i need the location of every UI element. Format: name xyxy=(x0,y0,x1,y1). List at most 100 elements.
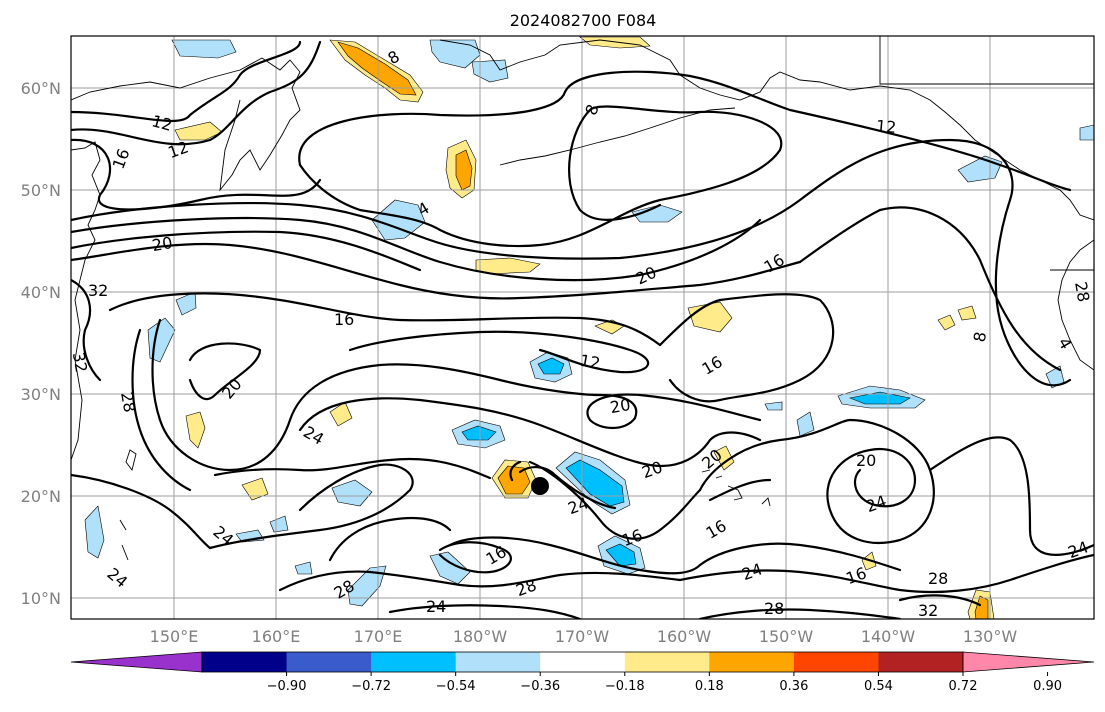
shade-yellow xyxy=(185,411,206,449)
lon-label: 170°W xyxy=(555,627,610,646)
shade-yellow xyxy=(579,36,651,49)
colorbar-extend-low xyxy=(70,651,203,673)
lon-label: 160°E xyxy=(252,627,301,646)
shade-cyan xyxy=(848,391,911,405)
shade-cyan xyxy=(605,543,637,567)
contour-lines xyxy=(71,40,1094,619)
shade-lightblue xyxy=(1079,124,1094,141)
shade-orange xyxy=(337,41,417,96)
shade-lightblue xyxy=(471,59,509,83)
lat-label: 30°N xyxy=(21,385,61,404)
shade-orange xyxy=(497,465,531,495)
colorbar-tick-label: 0.36 xyxy=(779,679,808,694)
shade-lightblue xyxy=(294,561,313,575)
contour-label: 12 xyxy=(578,351,601,373)
shade-orange xyxy=(455,149,473,191)
colorbar-segment xyxy=(371,652,457,672)
coast-kamchatka xyxy=(71,57,301,192)
colorbar-segment xyxy=(286,652,372,672)
coast-islands xyxy=(119,449,137,561)
contour-label: 20 xyxy=(609,395,632,417)
colorbar: −0.90 −0.72 −0.54 −0.36 −0.18 0.18 0.36 0.54 0.7… xyxy=(70,651,1095,694)
lon-label: 170°E xyxy=(354,627,403,646)
lon-label: 180°W xyxy=(453,627,508,646)
coast-aleutians xyxy=(499,107,736,166)
colorbar-segment xyxy=(709,652,795,672)
colorbar-tick-label: −0.72 xyxy=(351,679,391,694)
contour-label: 32 xyxy=(88,281,108,300)
colorbar-extend-high xyxy=(962,651,1095,673)
shade-cyan xyxy=(537,357,565,375)
contour-label: 8 xyxy=(970,330,990,343)
shade-lightblue xyxy=(147,317,176,363)
shade-yellow xyxy=(174,121,223,141)
longitude-labels: 150°E 160°E 170°E 180°W 170°W 160°W 150°… xyxy=(150,627,1018,646)
colorbar-tick-label: 0.72 xyxy=(949,679,978,694)
contour-label: 12 xyxy=(875,116,897,137)
colorbar-segment xyxy=(540,652,626,672)
contour-label: 28 xyxy=(928,569,948,588)
colorbar-tick-label: −0.90 xyxy=(267,679,307,694)
colorbar-segment xyxy=(878,652,964,672)
lat-label: 10°N xyxy=(21,589,61,608)
shade-lightblue xyxy=(171,39,237,59)
colorbar-tick-label: −0.18 xyxy=(605,679,645,694)
contour-label: 20 xyxy=(151,233,174,255)
latitude-labels: 60°N 50°N 40°N 30°N 20°N 10°N xyxy=(21,79,61,608)
storm-center-marker xyxy=(531,477,549,495)
shade-yellow xyxy=(937,314,956,331)
shade-lightblue xyxy=(796,411,815,437)
contour-label: 16 xyxy=(334,310,354,329)
shade-orange xyxy=(974,595,989,619)
contour-label: 28 xyxy=(764,599,784,618)
lat-label: 50°N xyxy=(21,181,61,200)
lat-label: 20°N xyxy=(21,487,61,506)
lon-label: 150°E xyxy=(150,627,199,646)
colorbar-tick-label: 0.54 xyxy=(864,679,893,694)
graticule xyxy=(71,36,1094,619)
shade-yellow xyxy=(957,305,977,321)
colorbar-segment xyxy=(793,652,879,672)
colorbar-outline xyxy=(201,651,964,673)
colorbar-tick-label: 0.90 xyxy=(1033,679,1062,694)
shade-lightblue xyxy=(429,39,481,69)
colorbar-segment xyxy=(624,652,710,672)
contour-label: 32 xyxy=(918,601,938,620)
shade-lightblue xyxy=(84,505,105,559)
shaded-regions xyxy=(84,36,1094,619)
coast-northamerica xyxy=(1057,239,1094,371)
contour-label: 24 xyxy=(426,597,446,616)
shade-cyan xyxy=(461,425,497,441)
shade-lightblue xyxy=(347,565,387,607)
colorbar-segment xyxy=(202,652,288,672)
lon-label: 140°W xyxy=(861,627,916,646)
contour-label: 32 xyxy=(69,351,91,374)
coast-alaska xyxy=(439,39,1094,221)
lon-label: 150°W xyxy=(759,627,814,646)
lon-label: 160°W xyxy=(657,627,712,646)
border xyxy=(879,36,1094,85)
shade-lightblue xyxy=(269,515,289,533)
colorbar-tick-label: −0.54 xyxy=(436,679,476,694)
shade-lightblue xyxy=(331,479,373,507)
shade-yellow xyxy=(329,401,353,427)
coastlines xyxy=(71,36,1094,561)
colorbar-segment xyxy=(455,652,541,672)
map-area: 12 12 16 8 8 4 20 32 32 28 16 20 16 12 2… xyxy=(69,36,1094,620)
lon-label: 130°W xyxy=(963,627,1018,646)
contour-label: 28 xyxy=(117,391,139,414)
shade-lightblue xyxy=(764,401,783,411)
coast-hawaii xyxy=(701,469,771,507)
contour-label: 12 xyxy=(150,111,175,135)
shade-lightblue xyxy=(429,551,471,585)
coast-asia xyxy=(71,141,101,461)
contour-label: 28 xyxy=(1071,280,1093,303)
colorbar-tick-label: −0.36 xyxy=(520,679,560,694)
map-frame xyxy=(70,35,1095,620)
shade-yellow xyxy=(241,477,269,501)
lat-label: 40°N xyxy=(21,283,61,302)
contour-label: 20 xyxy=(856,451,876,470)
lat-label: 60°N xyxy=(21,79,61,98)
colorbar-tick-label: 0.18 xyxy=(695,679,724,694)
